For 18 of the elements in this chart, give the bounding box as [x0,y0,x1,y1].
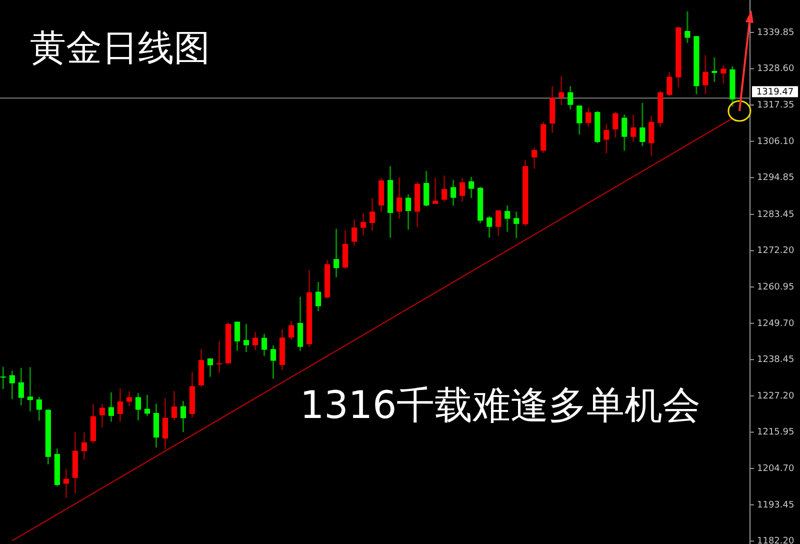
y-tick-label: 1249.70 [757,318,794,329]
y-tick-label: 1317.35 [757,100,794,110]
y-tick-label: 1238.45 [757,355,794,366]
y-tick-label: 1215.95 [757,428,794,438]
ref-line-label: 1319.47 [756,88,794,98]
y-tick-label: 1204.70 [757,464,794,474]
y-tick-label: 1328.60 [757,64,794,74]
annotation: 1316千载难逢多单机会 [300,383,701,427]
y-tick-label: 1227.20 [757,391,794,402]
y-tick-label: 1182.20 [757,536,794,544]
text: 黄金日线图 [30,28,210,69]
y-tick-label: 1283.45 [757,210,794,220]
y-tick-label: 1193.45 [757,500,794,510]
y-tick-label: 1272.20 [757,246,794,256]
y-tick-label: 1306.10 [757,136,794,147]
y-tick-label: 1339.85 [757,28,794,38]
y-tick-label: 1260.95 [757,282,794,292]
y-tick-label: 1294.85 [757,173,794,184]
